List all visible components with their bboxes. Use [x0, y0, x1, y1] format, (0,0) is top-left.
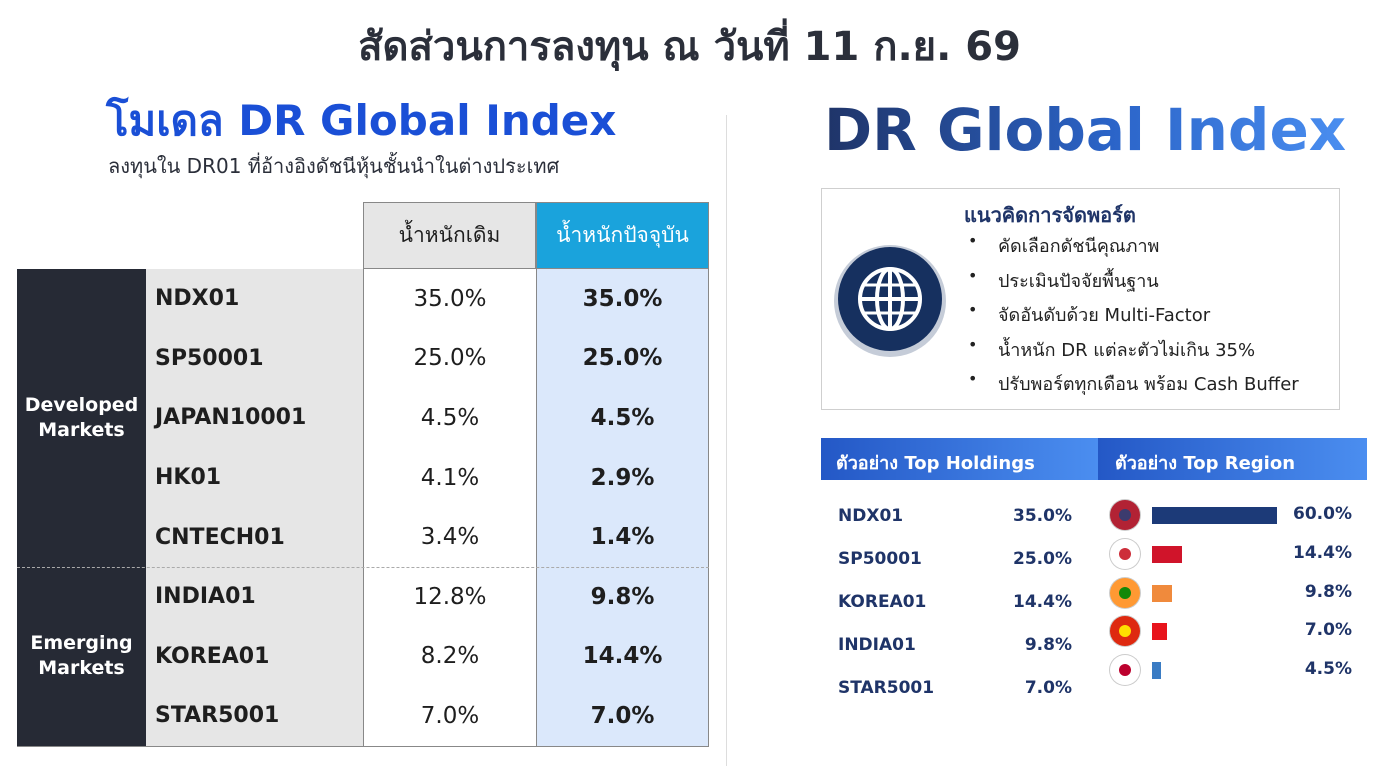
holding-name: SP50001: [838, 549, 922, 569]
bullet: •: [968, 369, 978, 388]
flag: [1110, 500, 1140, 530]
new-weight: 2.9%: [536, 447, 709, 508]
concept-item: ประเมินปัจจัยพื้นฐาน: [998, 270, 1159, 292]
flag-emblem: [1119, 509, 1131, 521]
flag-emblem: [1119, 625, 1131, 638]
fund-name: CNTECH01: [146, 507, 363, 567]
holding-name: NDX01: [838, 506, 904, 526]
old-weight: 7.0%: [363, 686, 536, 746]
fund-name: KOREA01: [146, 626, 363, 687]
concept-item: ปรับพอร์ตทุกเดือน พร้อม Cash Buffer: [998, 374, 1299, 395]
flag: [1110, 655, 1140, 686]
table-header: น้ำหนักปัจจุบัน: [536, 202, 709, 269]
holding-name: KOREA01: [838, 592, 927, 612]
brand-title: DR Global Index: [824, 96, 1347, 164]
holding-name: INDIA01: [838, 635, 916, 655]
page-title: สัดส่วนการลงทุน ณ วันที่ 11 ก.ย. 69: [358, 24, 1021, 70]
flag: [1110, 538, 1140, 569]
concept-item: จัดอันดับด้วย Multi-Factor: [998, 305, 1211, 326]
fund-name: JAPAN10001: [146, 388, 363, 448]
new-weight: 35.0%: [536, 269, 709, 329]
region-value: 60.0%: [1293, 504, 1352, 524]
group-label: Emerging Markets: [17, 567, 146, 746]
holding-value: 9.8%: [1024, 635, 1072, 655]
fund-name: STAR5001: [146, 686, 363, 746]
flag: [1110, 577, 1140, 608]
region-value: 14.4%: [1293, 542, 1352, 563]
concept-item: คัดเลือกดัชนีคุณภาพ: [998, 236, 1160, 257]
old-weight: 35.0%: [363, 269, 536, 329]
region-bar: [1152, 507, 1277, 524]
divider: [726, 115, 727, 766]
fund-name: HK01: [146, 447, 363, 508]
table-header: น้ำหนักเดิม: [363, 202, 536, 269]
region-bar: [1152, 662, 1162, 680]
new-weight: 1.4%: [536, 507, 709, 567]
holding-value: 35.0%: [1013, 506, 1072, 526]
flag-emblem: [1119, 664, 1131, 677]
concept-title: แนวคิดการจัดพอร์ต: [964, 203, 1136, 227]
holdings-tab: ตัวอย่าง Top Holdings: [821, 438, 1098, 480]
concept-box: แนวคิดการจัดพอร์ต: [821, 188, 1340, 410]
region-bar: [1152, 584, 1173, 602]
region-value: 7.0%: [1304, 620, 1352, 641]
new-weight: 14.4%: [536, 626, 709, 687]
region-value: 4.5%: [1304, 659, 1352, 680]
bullet: •: [968, 265, 978, 285]
group-label: Developed Markets: [17, 269, 146, 567]
fund-name: INDIA01: [146, 567, 363, 627]
region-value: 9.8%: [1304, 581, 1352, 602]
old-weight: 25.0%: [363, 328, 536, 389]
region-tab: ตัวอย่าง Top Region: [1098, 438, 1367, 480]
model-subtitle: ลงทุนใน DR01 ที่อ้างอิงดัชนีหุ้นชั้นนำใน…: [108, 154, 560, 178]
holding-name: STAR5001: [838, 678, 935, 698]
fund-name: NDX01: [146, 269, 363, 329]
concept-item: น้ำหนัก DR แต่ละตัวไม่เกิน 35%: [998, 339, 1256, 361]
holding-value: 25.0%: [1013, 549, 1072, 569]
bullet: •: [968, 300, 978, 319]
holding-value: 14.4%: [1013, 592, 1072, 612]
group-divider: [17, 567, 709, 568]
model-title: โมเดล DR Global Index: [106, 96, 617, 145]
new-weight: 4.5%: [536, 388, 709, 448]
new-weight: 9.8%: [536, 567, 709, 627]
region-bar: [1152, 623, 1167, 641]
flag: [1110, 616, 1140, 647]
flag-emblem: [1119, 586, 1131, 599]
fund-name: SP50001: [146, 328, 363, 389]
old-weight: 4.5%: [363, 388, 536, 448]
globe-icon: [834, 245, 946, 357]
flag-emblem: [1119, 547, 1131, 560]
bullet: •: [968, 231, 978, 250]
holding-value: 7.0%: [1024, 678, 1072, 698]
old-weight: 8.2%: [363, 626, 536, 687]
old-weight: 4.1%: [363, 447, 536, 508]
old-weight: 3.4%: [363, 507, 536, 567]
bullet: •: [968, 334, 978, 354]
new-weight: 25.0%: [536, 328, 709, 389]
old-weight: 12.8%: [363, 567, 536, 627]
table-bottom: [17, 745, 709, 747]
new-weight: 7.0%: [536, 686, 709, 746]
region-bar: [1152, 545, 1182, 563]
